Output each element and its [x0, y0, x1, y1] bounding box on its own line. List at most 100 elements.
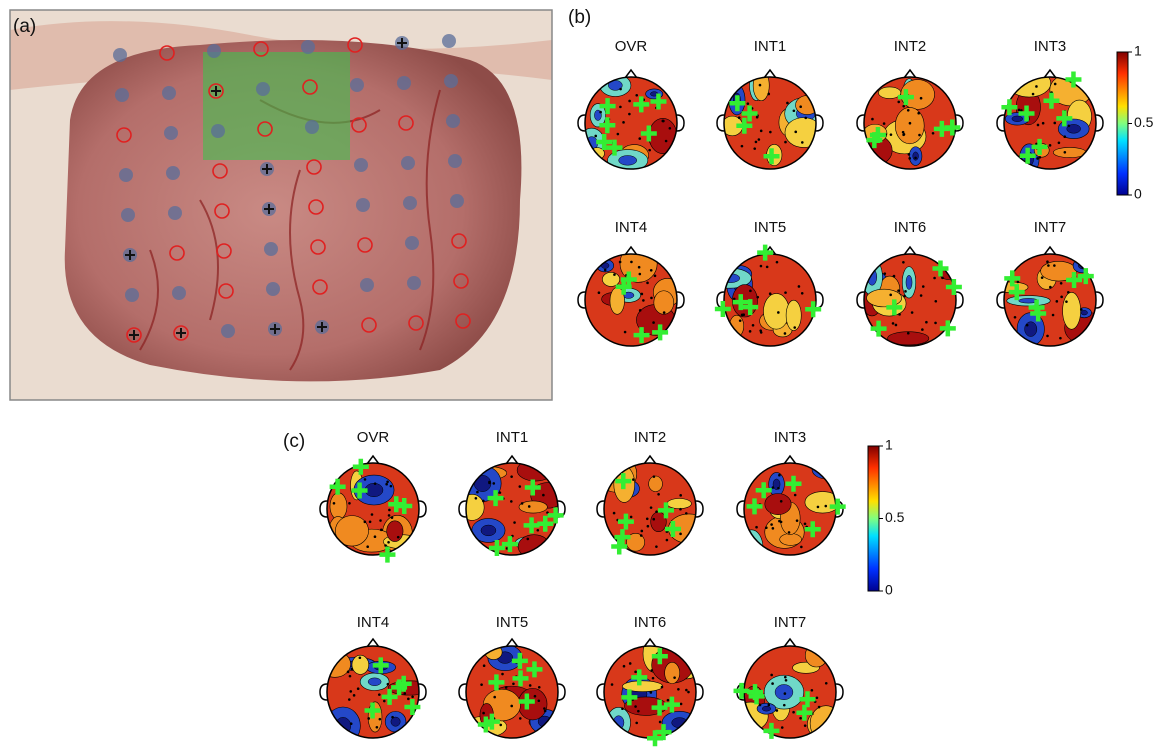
sensor	[785, 679, 788, 682]
panel-label: (c)	[283, 431, 305, 452]
sensor	[677, 688, 680, 691]
sensor	[665, 140, 668, 143]
sensor	[510, 705, 513, 708]
electrode	[168, 206, 182, 220]
sensor	[640, 530, 643, 533]
topomap	[848, 70, 963, 169]
map-title: INT6	[634, 614, 667, 631]
sensor	[476, 491, 479, 494]
scalp-map	[319, 646, 431, 745]
sensor	[538, 686, 541, 689]
electrode	[444, 74, 458, 88]
sensor	[794, 494, 797, 497]
sensor	[621, 707, 624, 710]
sensor	[397, 536, 400, 539]
sensor	[482, 500, 485, 503]
sensor	[883, 122, 886, 125]
electrode	[405, 236, 419, 250]
colorbar	[1117, 52, 1128, 195]
sensor	[544, 710, 547, 713]
sensor	[770, 674, 773, 677]
sensor	[659, 721, 662, 724]
sensor	[357, 687, 360, 690]
topomap	[320, 456, 426, 563]
sensor	[650, 297, 653, 300]
sensor	[652, 321, 655, 324]
sensor	[756, 296, 759, 299]
electrode	[450, 194, 464, 208]
map-title: INT2	[894, 38, 927, 55]
sensor	[733, 298, 736, 301]
electrode	[162, 86, 176, 100]
sensor	[1053, 122, 1056, 125]
sensor	[634, 705, 637, 708]
sensor	[917, 112, 920, 115]
sensor	[892, 322, 895, 325]
sensor	[367, 717, 370, 720]
electrode	[113, 48, 127, 62]
sensor	[1063, 135, 1066, 138]
blob	[649, 118, 677, 153]
sensor	[639, 309, 642, 312]
sensor	[897, 101, 900, 104]
scalp-map	[709, 254, 816, 346]
sensor	[379, 718, 382, 721]
sensor	[635, 94, 638, 97]
sensor	[934, 300, 937, 303]
sensor	[637, 710, 640, 713]
sensor	[650, 269, 653, 272]
sensor	[619, 261, 622, 264]
colorbar-tick-label: 1	[885, 437, 893, 453]
sensor	[639, 273, 642, 276]
sensor	[811, 689, 814, 692]
sensor	[760, 331, 763, 334]
ear	[696, 501, 703, 517]
sensor	[407, 698, 410, 701]
sensor	[753, 147, 756, 150]
sensor	[475, 497, 478, 500]
scalp-map	[578, 74, 681, 171]
topomap	[857, 247, 963, 346]
sensor	[634, 671, 637, 674]
sensor	[519, 485, 522, 488]
sensor	[538, 699, 541, 702]
sensor	[1052, 314, 1055, 317]
sensor	[1056, 300, 1059, 303]
sensor	[793, 109, 796, 112]
ear	[597, 501, 604, 517]
sensor	[613, 273, 616, 276]
sensor	[902, 261, 905, 264]
blob-core	[1012, 116, 1023, 122]
sensor	[766, 266, 769, 269]
sensor	[1058, 141, 1061, 144]
sensor	[799, 105, 802, 108]
sensor	[1017, 281, 1020, 284]
sensor	[772, 527, 775, 530]
sensor	[623, 665, 626, 668]
sensor	[907, 109, 910, 112]
ear	[816, 292, 823, 308]
sensor	[624, 331, 627, 334]
sensor	[666, 539, 669, 542]
sensor	[650, 669, 653, 672]
sensor	[816, 696, 819, 699]
ear	[578, 115, 585, 131]
topomap	[591, 455, 709, 555]
electrode	[446, 114, 460, 128]
electrode	[397, 76, 411, 90]
sensor	[1060, 296, 1063, 299]
sensor	[640, 534, 643, 537]
sensor	[350, 722, 353, 725]
electrode	[354, 158, 368, 172]
sensor	[804, 117, 807, 120]
blob	[654, 291, 674, 315]
sensor	[391, 716, 394, 719]
sensor	[374, 482, 377, 485]
topomap	[578, 70, 684, 171]
sensor	[784, 692, 787, 695]
sensor	[1037, 124, 1040, 127]
sensor	[521, 502, 524, 505]
sensor	[781, 726, 784, 729]
sensor	[818, 706, 821, 709]
sensor	[604, 269, 607, 272]
